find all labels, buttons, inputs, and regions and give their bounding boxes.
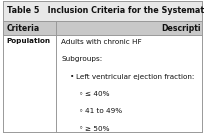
Text: ≤ 40%: ≤ 40%: [85, 91, 110, 97]
Text: Table 5   Inclusion Criteria for the Systematic Review: Table 5 Inclusion Criteria for the Syste…: [7, 6, 204, 16]
Text: ◦: ◦: [79, 126, 84, 132]
Text: Descripti: Descripti: [161, 24, 200, 33]
Text: ◦: ◦: [79, 109, 84, 114]
Text: •: •: [70, 74, 74, 80]
Bar: [3, 21, 202, 35]
Text: Left ventricular ejection fraction:: Left ventricular ejection fraction:: [76, 74, 194, 80]
Text: ◦: ◦: [79, 91, 84, 97]
Text: Adults with chronic HF: Adults with chronic HF: [61, 39, 142, 45]
Text: Criteria: Criteria: [7, 24, 40, 33]
Text: ≥ 50%: ≥ 50%: [85, 126, 110, 132]
Bar: [3, 35, 202, 132]
Text: Subgroups:: Subgroups:: [61, 56, 102, 62]
Text: Population: Population: [7, 38, 51, 44]
Bar: [3, 1, 202, 21]
Text: 41 to 49%: 41 to 49%: [85, 109, 122, 114]
